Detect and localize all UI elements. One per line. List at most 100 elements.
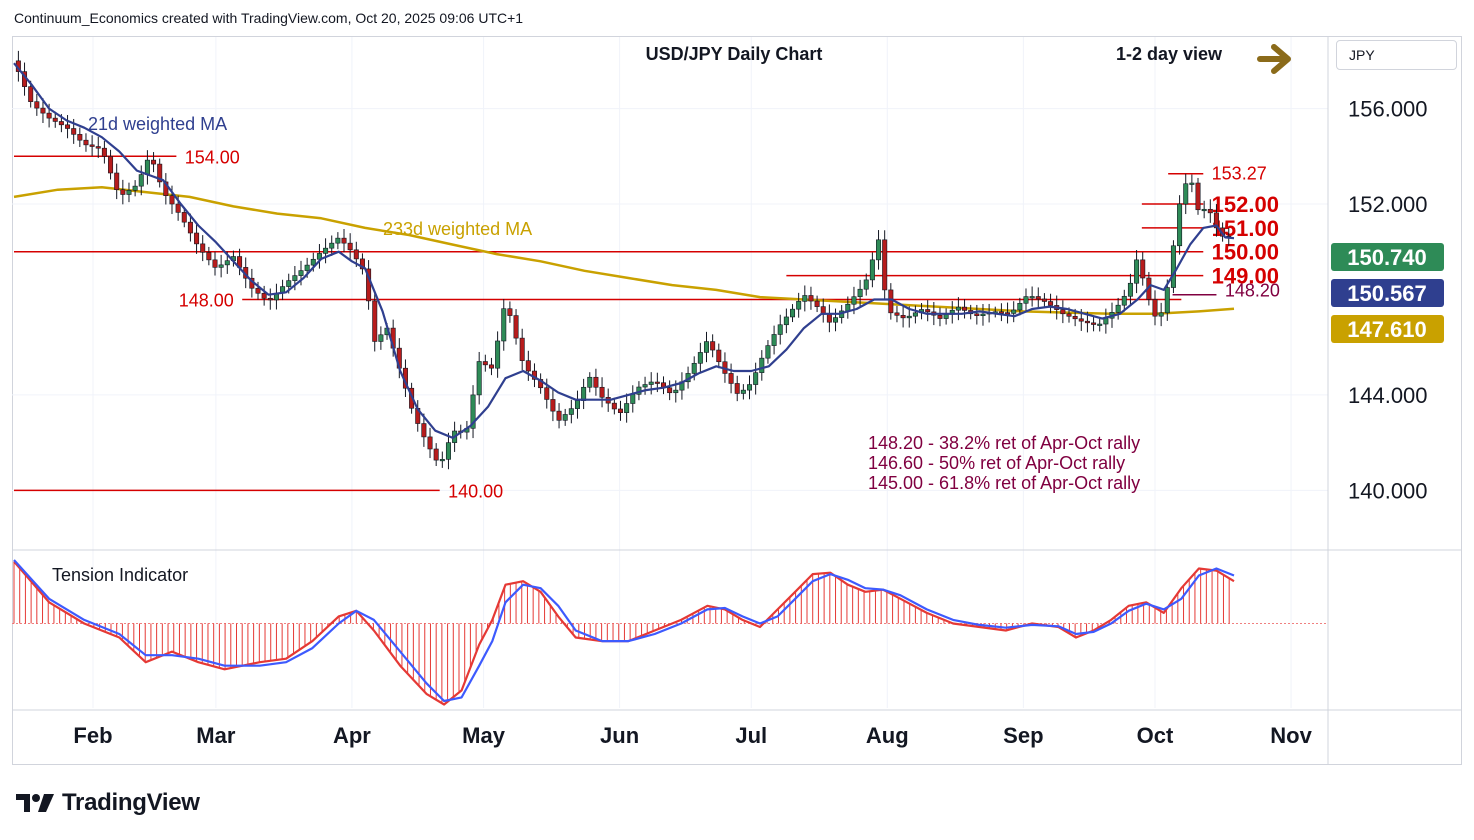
candle-body [341,237,347,244]
candle-body [900,315,906,319]
candle-body [58,121,64,126]
symbol-selector[interactable]: JPY [1336,40,1457,70]
candle-body [1213,212,1219,229]
candle-body [310,258,316,266]
candle [1183,173,1189,215]
candle-body [802,295,808,302]
candle-body [77,134,83,141]
candle [771,325,777,355]
price-tick-label: 140.000 [1348,478,1428,503]
candle-body [347,242,353,251]
candle-body [1078,318,1084,322]
level-label: 153.27 [1212,164,1267,184]
candle-body [83,139,89,146]
time-tick-label: Jul [735,723,767,748]
candle-body [46,112,52,119]
candle [267,288,273,310]
candle [617,400,623,421]
candle [212,251,218,276]
candle-body [1207,208,1213,214]
candle [1035,287,1041,309]
candle [495,331,501,378]
candle [151,152,157,173]
candle [1189,174,1195,193]
candle-body [218,264,224,268]
level-label: 149.00 [1212,264,1279,289]
candle [1134,249,1140,294]
candle [1017,297,1023,316]
candle [759,350,765,381]
tension-indicator-title: Tension Indicator [52,565,188,585]
candle [826,304,832,333]
candle [470,385,476,439]
candle [157,158,163,188]
price-badge: 147.610 [1331,315,1444,343]
candle [144,150,150,185]
time-tick-label: Feb [73,723,112,748]
candle [562,408,568,426]
candle-body [728,373,734,384]
ma21-label: 21d weighted MA [88,114,227,134]
candle [206,246,212,266]
candle-body [587,376,593,388]
candle-body [777,324,783,335]
time-tick-label: Nov [1270,723,1312,748]
candle-body [697,352,703,364]
candle [648,372,654,395]
candle-body [120,189,126,195]
level-label: 140.00 [448,481,503,501]
candle-body [52,117,58,122]
candle-body [704,341,710,353]
candle [587,372,593,393]
candle-body [648,381,654,385]
level-label: 154.00 [185,147,240,167]
candle-body [642,384,648,388]
candle-body [1072,315,1078,320]
candle-body [667,387,673,394]
candle-body [212,259,218,268]
candle-body [187,221,193,234]
candle-body [716,349,722,363]
price-badge: 150.740 [1331,243,1444,271]
candle [876,230,882,270]
candle-body [863,279,869,290]
view-label: 1-2 day view [1116,44,1223,64]
candle [912,305,918,324]
candle [630,385,636,413]
tension-indicator-panel [12,559,1328,706]
grid-layer [12,37,1328,708]
candle [753,362,759,395]
time-tick-label: Apr [333,723,371,748]
level-label: 148.20 [1225,281,1280,301]
price-badge-bg [1331,315,1444,343]
candle [802,285,808,312]
candle-body [765,345,771,359]
candle-body [181,212,187,223]
axes-layer: 156.000 152.000 144.000 140.000 Feb Mar Apr May… [12,36,1462,765]
candle [974,304,980,325]
candle [660,376,666,395]
tradingview-logo[interactable]: TradingView [16,788,200,818]
tradingview-logo-icon [16,794,54,812]
candle [550,389,556,422]
candle-body [783,316,789,326]
candle [568,399,574,424]
candle [783,308,789,334]
candle [962,299,968,319]
candle-body [476,361,482,396]
candle [1195,177,1201,215]
candle-body [734,383,740,394]
candle-body [833,317,839,323]
candle [1201,200,1207,219]
candle-body [1152,299,1158,317]
candle [1060,300,1066,324]
price-badge-bg [1331,279,1444,307]
price-badge-label: 150.740 [1347,245,1427,270]
candle [1103,308,1109,334]
price-tick-label: 156.000 [1348,97,1428,122]
candle-body [108,156,114,174]
candle-body [525,360,531,372]
candle-body [1060,309,1066,315]
candle-body [1029,296,1035,299]
